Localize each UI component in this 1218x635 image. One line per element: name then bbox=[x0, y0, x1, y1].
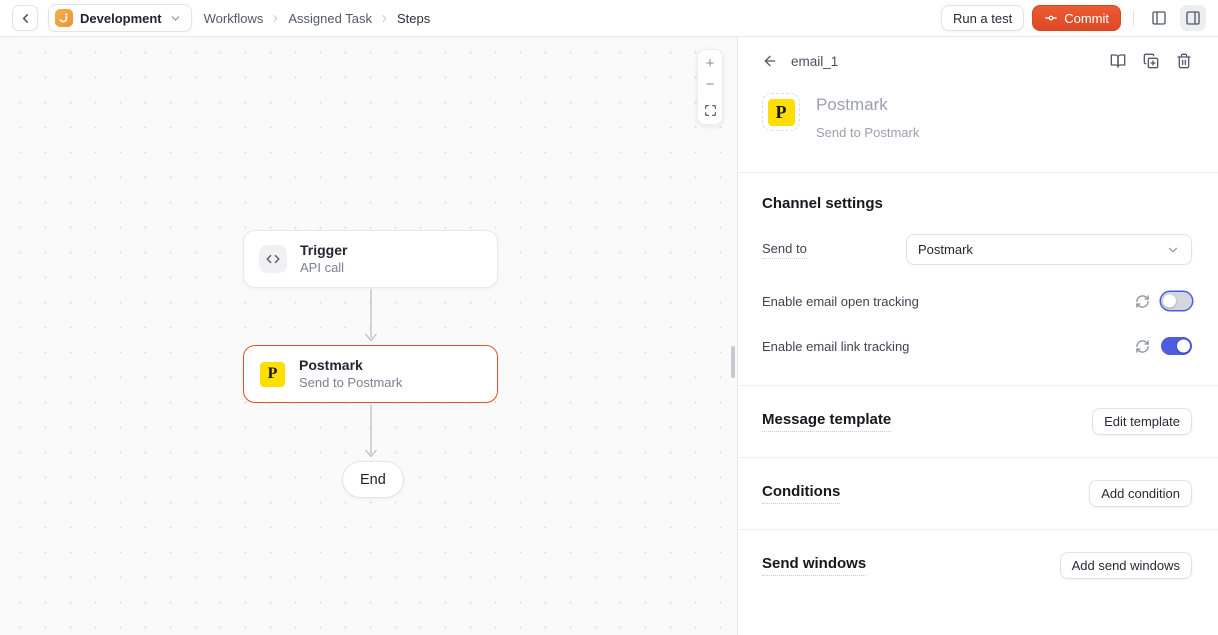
commit-button[interactable]: Commit bbox=[1032, 5, 1121, 31]
link-tracking-row: Enable email link tracking bbox=[762, 337, 1192, 355]
step-node-subtitle: Send to Postmark bbox=[299, 375, 403, 390]
run-a-test-label: Run a test bbox=[952, 10, 1013, 26]
commit-label: Commit bbox=[1064, 10, 1109, 26]
end-node[interactable]: End bbox=[342, 461, 404, 498]
environment-selector[interactable]: Development bbox=[48, 4, 192, 32]
panel-left-icon bbox=[1151, 10, 1167, 26]
trigger-node-subtitle: API call bbox=[300, 260, 345, 275]
canvas-zoom-controls: + − bbox=[697, 49, 723, 125]
fit-view-button[interactable] bbox=[699, 100, 721, 121]
step-description: Send to Postmark bbox=[816, 125, 920, 140]
copy-plus-icon bbox=[1143, 53, 1159, 69]
panel-header-actions bbox=[1110, 53, 1192, 69]
panel-back-button[interactable] bbox=[762, 53, 778, 69]
code-icon bbox=[259, 245, 287, 273]
environment-icon bbox=[55, 9, 73, 27]
send-to-row: Send to Postmark bbox=[762, 234, 1192, 265]
conditions-heading: Conditions bbox=[762, 483, 841, 504]
conditions-section: Conditions Add condition bbox=[738, 458, 1218, 530]
trigger-node-title: Trigger bbox=[300, 242, 348, 259]
chevron-right-icon bbox=[270, 13, 281, 24]
breadcrumb-workflows[interactable]: Workflows bbox=[203, 10, 264, 26]
topbar-actions: Run a test Commit bbox=[940, 5, 1206, 31]
step-summary: P Postmark Send to Postmark bbox=[738, 77, 1218, 173]
postmark-icon: P bbox=[260, 361, 285, 387]
step-node-title: Postmark bbox=[299, 357, 363, 374]
arrow-left-icon bbox=[762, 53, 778, 69]
step-config-panel: email_1 bbox=[737, 37, 1218, 635]
message-template-heading: Message template bbox=[762, 411, 892, 432]
breadcrumb-steps[interactable]: Steps bbox=[396, 10, 431, 26]
book-open-icon bbox=[1110, 53, 1126, 69]
docs-button[interactable] bbox=[1110, 53, 1126, 69]
postmark-step-node[interactable]: P Postmark Send to Postmark bbox=[243, 345, 498, 403]
edit-template-button[interactable]: Edit template bbox=[1092, 408, 1192, 435]
send-to-value: Postmark bbox=[918, 242, 973, 257]
end-node-label: End bbox=[360, 471, 386, 488]
open-tracking-row: Enable email open tracking bbox=[762, 292, 1192, 310]
duplicate-step-button[interactable] bbox=[1143, 53, 1159, 69]
chevron-down-icon bbox=[1166, 243, 1180, 257]
toggle-right-panel-button[interactable] bbox=[1180, 5, 1206, 31]
send-windows-heading: Send windows bbox=[762, 555, 867, 576]
link-tracking-label: Enable email link tracking bbox=[762, 338, 910, 354]
main-area: + − Trigger API call P Postmark Send to … bbox=[0, 37, 1218, 635]
link-tracking-toggle[interactable] bbox=[1161, 337, 1192, 355]
step-key-label: email_1 bbox=[791, 53, 839, 69]
open-tracking-toggle[interactable] bbox=[1161, 292, 1192, 310]
panel-right-icon bbox=[1185, 10, 1201, 26]
workflow-canvas[interactable]: + − Trigger API call P Postmark Send to … bbox=[0, 37, 737, 635]
chevron-right-icon bbox=[379, 13, 390, 24]
channel-settings-section: Channel settings Send to Postmark Enable… bbox=[738, 173, 1218, 386]
environment-label: Development bbox=[80, 10, 162, 26]
toggle-left-panel-button[interactable] bbox=[1146, 5, 1172, 31]
sync-icon bbox=[1135, 294, 1150, 309]
topbar-divider bbox=[1133, 10, 1134, 26]
zoom-in-button[interactable]: + bbox=[699, 53, 721, 74]
message-template-section: Message template Edit template bbox=[738, 386, 1218, 458]
step-name-field[interactable]: Postmark bbox=[816, 95, 888, 114]
add-send-windows-button[interactable]: Add send windows bbox=[1059, 552, 1192, 579]
channel-settings-heading: Channel settings bbox=[762, 195, 883, 212]
trash-icon bbox=[1176, 53, 1192, 69]
chevron-left-icon bbox=[18, 11, 33, 26]
send-to-select[interactable]: Postmark bbox=[906, 234, 1192, 265]
breadcrumb-workflow-name[interactable]: Assigned Task bbox=[288, 10, 372, 26]
delete-step-button[interactable] bbox=[1176, 53, 1192, 69]
run-a-test-button[interactable]: Run a test bbox=[940, 5, 1025, 31]
chevron-down-icon bbox=[169, 12, 182, 25]
git-commit-icon bbox=[1044, 11, 1058, 25]
panel-resize-handle[interactable] bbox=[731, 346, 735, 378]
open-tracking-label: Enable email open tracking bbox=[762, 293, 919, 309]
postmark-icon: P bbox=[767, 98, 795, 126]
trigger-node[interactable]: Trigger API call bbox=[243, 230, 498, 288]
step-icon-frame: P bbox=[762, 93, 800, 131]
panel-header: email_1 bbox=[738, 37, 1218, 77]
back-button[interactable] bbox=[12, 5, 38, 31]
workflow-edges bbox=[365, 289, 377, 458]
send-to-label: Send to bbox=[762, 241, 807, 259]
breadcrumb: Workflows Assigned Task Steps bbox=[204, 11, 431, 26]
send-windows-section: Send windows Add send windows bbox=[738, 530, 1218, 601]
sync-icon bbox=[1135, 339, 1150, 354]
topbar: Development Workflows Assigned Task Step… bbox=[0, 0, 1218, 37]
zoom-out-button[interactable]: − bbox=[699, 74, 721, 95]
fit-view-icon bbox=[704, 104, 717, 117]
add-condition-button[interactable]: Add condition bbox=[1089, 480, 1192, 507]
